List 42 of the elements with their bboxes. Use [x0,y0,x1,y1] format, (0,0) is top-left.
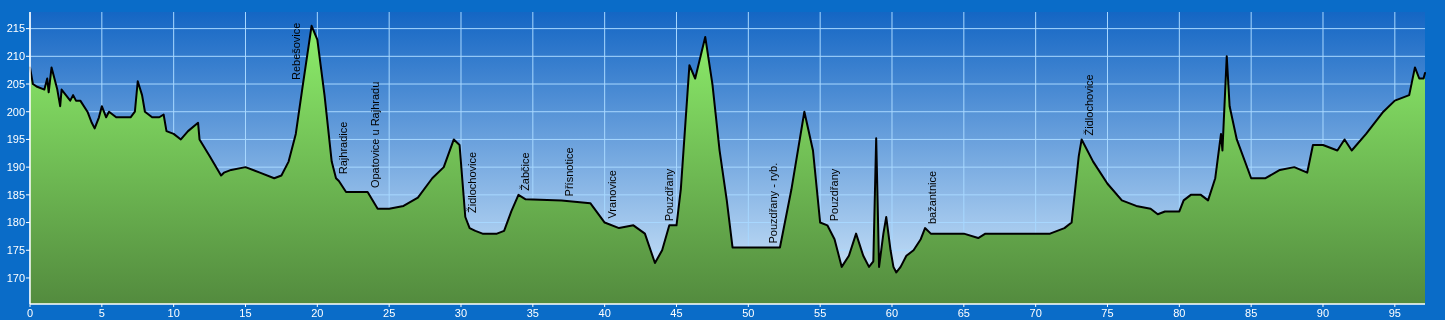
annotation: Rajhradice [337,121,350,175]
y-tick-label: 190 [6,160,25,173]
annotation: Pouzdřany [663,168,676,222]
y-tick-label: 210 [6,50,25,63]
y-tick-label: 215 [6,22,25,35]
x-tick-label: 60 [885,307,899,319]
x-tick-label: 50 [742,307,755,319]
x-tick-label: 15 [239,307,252,319]
x-tick-label: 90 [1316,307,1330,319]
x-tick-label: 35 [526,307,539,319]
y-tick-label: 200 [6,105,25,118]
x-tick-label: 10 [167,307,180,319]
x-tick-label: 85 [1245,307,1258,319]
x-tick-label: 65 [957,307,970,319]
annotation: Rebešovice [289,22,302,81]
x-tick-label: 95 [1388,307,1401,319]
annotation: bažantnice [926,170,939,225]
annotation: Vranovice [605,170,618,219]
x-tick-label: 75 [1101,307,1114,319]
annotation: Opatovice u Rajhradu [368,81,381,189]
x-tick-label: 20 [311,307,324,319]
annotation: Žabčice [519,152,532,191]
x-tick-label: 30 [454,307,468,319]
y-tick-label: 180 [6,216,25,229]
annotation: Přísnotice [562,147,575,197]
x-tick-label: 40 [598,307,611,319]
x-tick-label: 0 [26,307,34,319]
y-tick-label: 205 [6,77,25,90]
y-tick-label: 195 [6,133,25,146]
x-tick-label: 25 [383,307,396,319]
y-tick-label: 175 [6,244,25,257]
x-tick-label: 55 [814,307,827,319]
x-tick-label: 80 [1173,307,1186,319]
y-tick-label: 170 [6,271,25,284]
annotation: Pouzdřany - ryb. [766,162,779,244]
annotation: Pouzdřany [828,168,841,222]
annotation: Židlochovice [466,151,479,214]
y-tick-label: 185 [6,188,25,201]
x-tick-label: 5 [98,307,105,319]
x-tick-label: 70 [1029,307,1042,319]
annotation: Židlochovice [1082,74,1095,136]
x-tick-label: 45 [670,307,683,319]
